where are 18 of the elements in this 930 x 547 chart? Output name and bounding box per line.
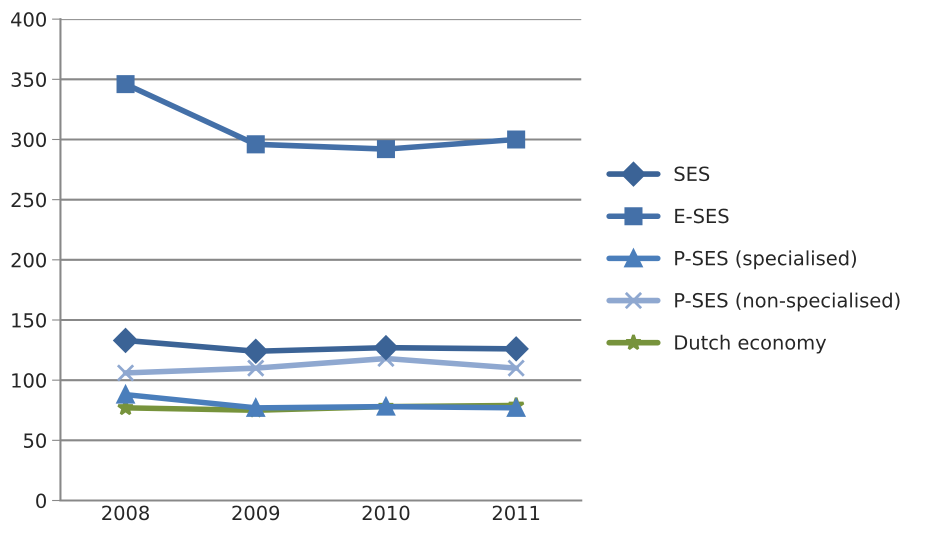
y-tick-label: 200	[12, 252, 46, 268]
y-tick-label: 100	[12, 373, 46, 388]
x-tick-label: 2009	[232, 506, 280, 520]
x-tick-label: 2010	[362, 506, 410, 520]
y-tick-label: 150	[12, 312, 46, 328]
legend-label: P-SES (specialised)	[675, 250, 856, 270]
y-tick-label: 300	[12, 132, 46, 148]
x-tick-label: 2008	[102, 506, 149, 520]
y-tick-label: 400	[11, 12, 46, 27]
y-tick-label: 0	[36, 493, 46, 508]
y-tick-label: 50	[24, 433, 46, 448]
y-tick-label: 350	[12, 72, 46, 87]
legend-label: SES	[674, 166, 710, 182]
legend-label: P-SES (non-specialised)	[675, 292, 900, 312]
legend-label: Dutch economy	[675, 334, 826, 354]
legend-label: E-SES	[675, 208, 729, 224]
y-tick-label: 250	[12, 192, 46, 208]
x-tick-label: 2011	[492, 506, 540, 520]
